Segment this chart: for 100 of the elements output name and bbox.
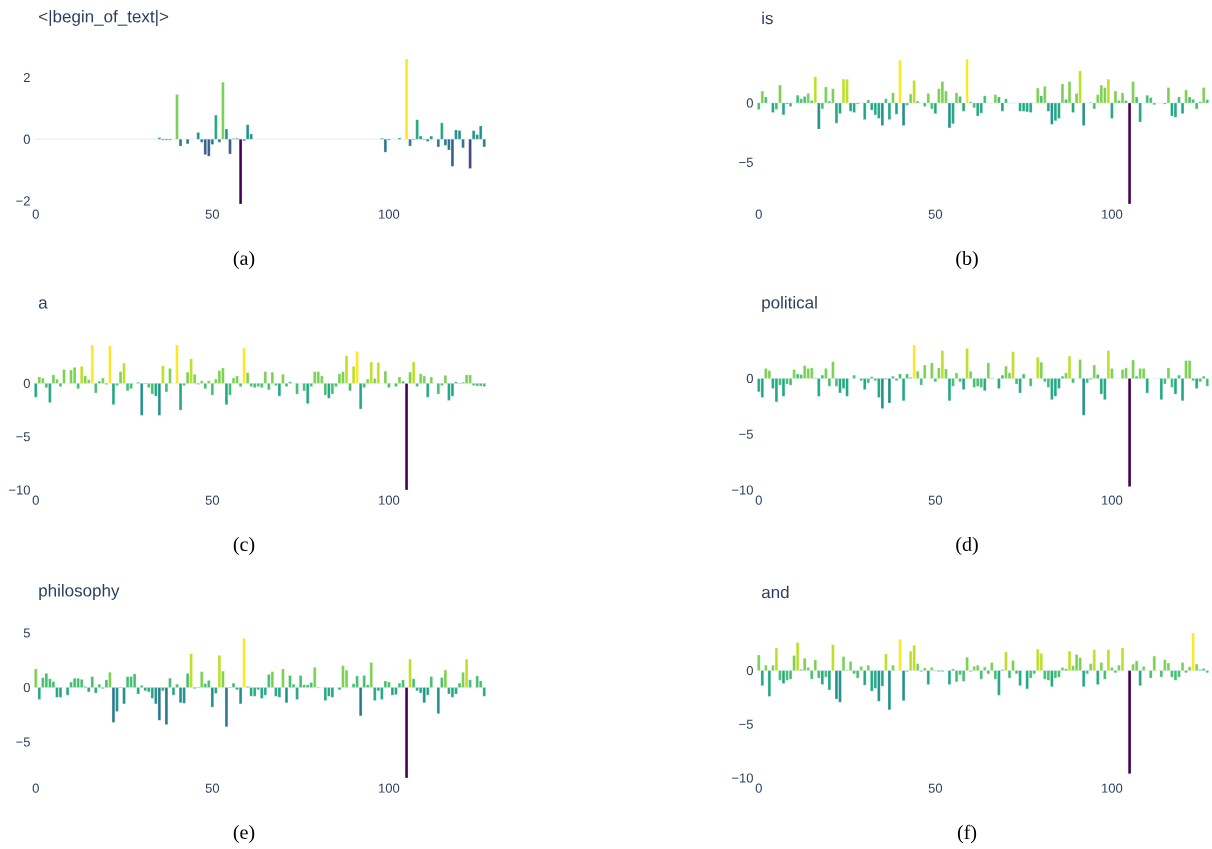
x-tick-label: 0 bbox=[32, 209, 39, 219]
bar bbox=[397, 376, 402, 384]
bar bbox=[930, 362, 934, 379]
x-tick-label: 0 bbox=[32, 495, 39, 505]
x-tick-label: 50 bbox=[928, 209, 943, 219]
bar bbox=[852, 374, 856, 379]
bar bbox=[129, 676, 133, 688]
bar bbox=[880, 102, 884, 126]
bar bbox=[1120, 647, 1125, 671]
y-tick-label: −2 bbox=[16, 196, 30, 206]
bar bbox=[465, 374, 469, 384]
bar bbox=[203, 139, 207, 155]
bar bbox=[1149, 97, 1153, 104]
bar bbox=[1029, 102, 1033, 113]
bar bbox=[62, 369, 66, 384]
bar bbox=[1029, 378, 1033, 387]
bar bbox=[327, 687, 331, 697]
x-tick-label: 100 bbox=[379, 209, 400, 219]
x-tick-label: 0 bbox=[32, 783, 39, 793]
bar bbox=[415, 119, 419, 140]
bar bbox=[80, 679, 84, 688]
bar bbox=[203, 383, 207, 389]
bar bbox=[412, 361, 416, 384]
bar bbox=[179, 687, 183, 703]
bar bbox=[313, 371, 317, 384]
bar bbox=[1075, 654, 1079, 671]
bar bbox=[1202, 87, 1206, 104]
x-tick-label: 50 bbox=[205, 495, 220, 505]
bar bbox=[880, 378, 884, 409]
bar bbox=[803, 658, 807, 671]
x-tick-label: 0 bbox=[755, 495, 762, 505]
bar bbox=[221, 82, 225, 140]
text: (f) bbox=[957, 824, 977, 844]
y-tick-label: 0 bbox=[746, 98, 753, 108]
bar bbox=[1018, 102, 1022, 112]
bar bbox=[863, 102, 867, 120]
bar bbox=[422, 687, 426, 703]
bar bbox=[803, 365, 807, 379]
y-tick-label: −5 bbox=[739, 429, 753, 439]
y-tick-label: −5 bbox=[739, 719, 753, 729]
bar bbox=[1022, 102, 1026, 112]
text: (d) bbox=[956, 536, 978, 556]
bar bbox=[912, 345, 916, 379]
bar bbox=[1036, 357, 1040, 379]
bar bbox=[323, 687, 327, 701]
bar bbox=[313, 667, 317, 688]
bar bbox=[1067, 651, 1072, 671]
bar bbox=[429, 135, 433, 140]
bar bbox=[820, 670, 824, 685]
bar bbox=[781, 670, 786, 684]
bar bbox=[954, 670, 959, 682]
bar bbox=[436, 383, 440, 395]
bar bbox=[140, 383, 144, 416]
bar bbox=[1188, 360, 1192, 379]
bar bbox=[976, 102, 980, 117]
x-tick-label: 100 bbox=[379, 783, 400, 793]
bar bbox=[73, 678, 77, 688]
bar bbox=[1053, 378, 1057, 397]
x-tick-label: 0 bbox=[755, 783, 762, 793]
x-tick-label: 50 bbox=[928, 783, 943, 793]
bar bbox=[1120, 369, 1125, 379]
bar bbox=[774, 378, 778, 403]
bar bbox=[1025, 670, 1029, 689]
bar bbox=[856, 670, 860, 679]
bar bbox=[465, 659, 469, 688]
bar bbox=[69, 369, 73, 384]
bar bbox=[1053, 102, 1057, 121]
bar bbox=[849, 661, 853, 671]
bar bbox=[799, 98, 803, 104]
bar bbox=[1159, 378, 1163, 400]
bar bbox=[189, 358, 193, 384]
bar bbox=[817, 378, 821, 397]
bar bbox=[1145, 95, 1149, 104]
x-tick-label: 50 bbox=[928, 495, 943, 505]
text: (b) bbox=[956, 250, 978, 270]
bar bbox=[376, 362, 380, 384]
bar bbox=[1050, 102, 1054, 125]
bar bbox=[1138, 368, 1142, 379]
bar bbox=[873, 102, 877, 115]
bar bbox=[940, 350, 944, 379]
bar bbox=[200, 671, 204, 688]
bar bbox=[383, 370, 387, 384]
chart-title: philosophy bbox=[39, 584, 120, 600]
bar bbox=[239, 139, 243, 204]
text: (a) bbox=[233, 250, 255, 270]
bar bbox=[912, 80, 916, 104]
y-tick-label: 5 bbox=[23, 628, 30, 638]
bar bbox=[217, 370, 221, 384]
bar bbox=[150, 383, 154, 395]
bar bbox=[101, 377, 105, 384]
bar bbox=[940, 81, 944, 104]
bar bbox=[997, 670, 1001, 696]
bar bbox=[479, 383, 483, 387]
y-tick-label: 0 bbox=[23, 134, 30, 144]
chart-title: <|begin_of_text|> bbox=[39, 10, 169, 26]
bar bbox=[369, 361, 373, 384]
bar bbox=[253, 383, 257, 388]
bar bbox=[1092, 364, 1096, 379]
bar bbox=[468, 374, 472, 384]
bar bbox=[306, 684, 310, 688]
